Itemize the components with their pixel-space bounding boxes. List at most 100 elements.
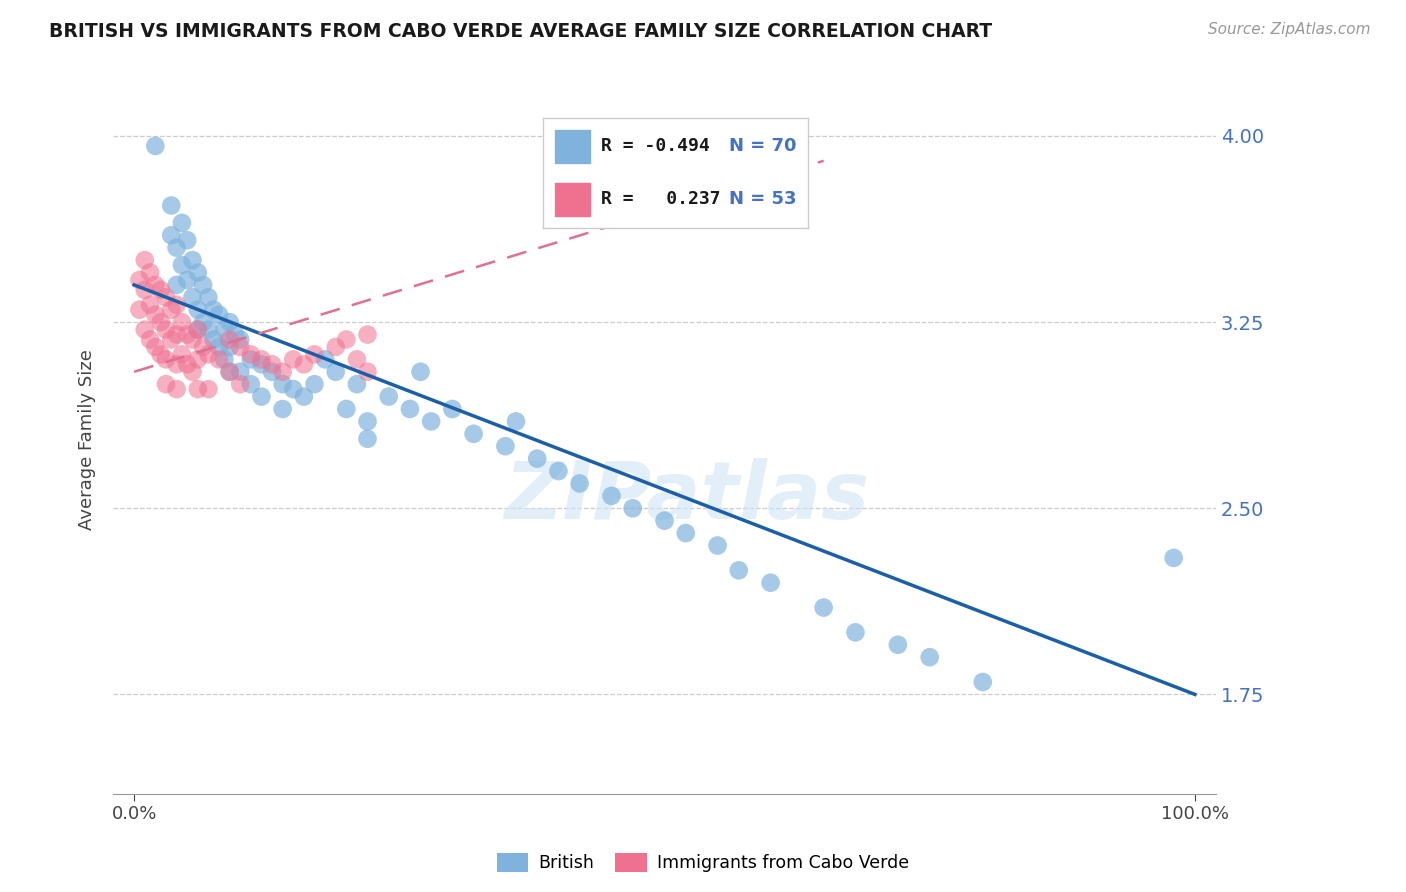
Point [918,650,941,665]
Point [675,526,697,541]
Point [149,283,172,297]
Point [271,377,294,392]
Point [813,600,835,615]
Point [335,333,357,347]
Point [202,302,225,317]
Point [134,283,156,297]
Point [166,241,188,255]
Point [335,402,357,417]
Point [346,377,368,392]
Point [128,302,150,317]
Point [346,352,368,367]
Point [844,625,866,640]
Point [399,402,422,417]
Point [887,638,910,652]
Point [229,377,252,392]
Point [187,302,209,317]
Point [409,365,432,379]
Text: BRITISH VS IMMIGRANTS FROM CABO VERDE AVERAGE FAMILY SIZE CORRELATION CHART: BRITISH VS IMMIGRANTS FROM CABO VERDE AV… [49,22,993,41]
Point [304,377,326,392]
Point [181,365,204,379]
Text: Source: ZipAtlas.com: Source: ZipAtlas.com [1208,22,1371,37]
Point [208,340,231,354]
Point [706,539,728,553]
Point [166,298,188,312]
Point [134,253,156,268]
Point [218,340,240,354]
Point [181,333,204,347]
Point [139,265,162,279]
Point [239,347,262,361]
Point [218,315,240,329]
Point [218,365,240,379]
Point [250,352,273,367]
Point [356,365,378,379]
Point [166,327,188,342]
Y-axis label: Average Family Size: Average Family Size [79,350,96,531]
Point [239,377,262,392]
Point [271,365,294,379]
Point [283,352,305,367]
Point [547,464,569,478]
Point [145,340,167,354]
Point [149,347,172,361]
Point [494,439,516,453]
Point [441,402,464,417]
Point [155,322,177,336]
Point [1163,550,1185,565]
Point [271,402,294,417]
Point [356,414,378,428]
Point [191,315,214,329]
Point [239,352,262,367]
Point [356,432,378,446]
Point [170,216,193,230]
Point [166,382,188,396]
Point [128,273,150,287]
Point [208,308,231,322]
Point [283,382,305,396]
Legend: British, Immigrants from Cabo Verde: British, Immigrants from Cabo Verde [489,846,917,879]
Point [208,352,231,367]
Point [356,327,378,342]
Point [325,340,347,354]
Point [176,327,198,342]
Point [160,302,183,317]
Point [463,426,485,441]
Point [197,382,219,396]
Point [145,277,167,292]
Point [759,575,782,590]
Point [155,290,177,304]
Point [134,322,156,336]
Point [160,228,183,243]
Point [191,340,214,354]
Point [166,357,188,371]
Point [224,327,246,342]
Point [292,390,315,404]
Point [600,489,623,503]
Point [170,315,193,329]
Point [155,377,177,392]
Point [197,322,219,336]
Point [187,382,209,396]
Point [155,352,177,367]
Point [187,322,209,336]
Point [727,563,749,577]
Point [160,198,183,212]
Point [304,347,326,361]
Point [170,347,193,361]
Point [170,258,193,272]
Point [187,352,209,367]
Point [314,352,336,367]
Point [420,414,443,428]
Point [214,352,236,367]
Point [145,308,167,322]
Point [292,357,315,371]
Point [149,315,172,329]
Point [260,357,283,371]
Point [197,347,219,361]
Point [181,290,204,304]
Point [197,290,219,304]
Point [176,233,198,247]
Point [176,357,198,371]
Point [377,390,399,404]
